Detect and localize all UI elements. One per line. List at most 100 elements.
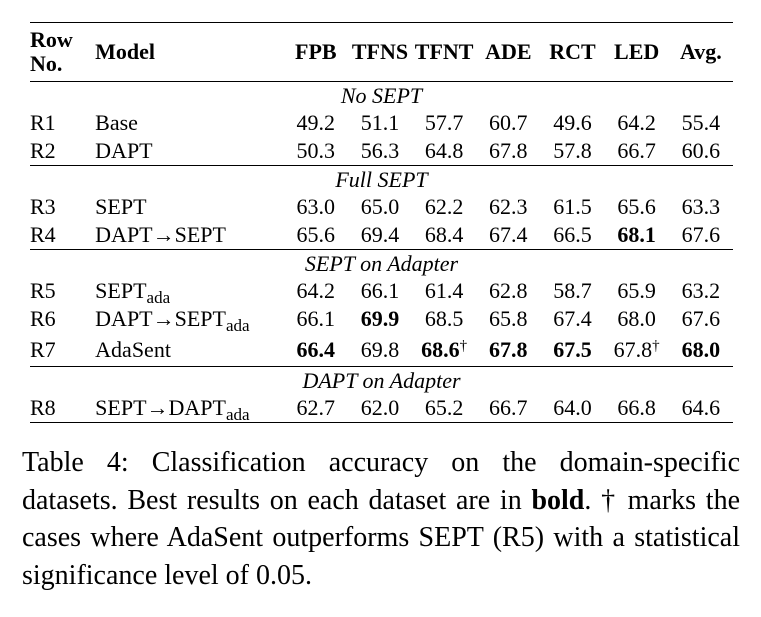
score-cell: 62.7 — [283, 394, 348, 423]
table-row: R6 DAPT→SEPTada 66.1 69.9 68.5 65.8 67.4 68.0 67… — [30, 305, 733, 335]
model-name: SEPT — [95, 278, 147, 303]
model-name-cell: AdaSent — [95, 333, 284, 367]
header-row-no: Row No. — [30, 22, 96, 82]
score-value: 64.6 — [681, 395, 721, 420]
score-cell: 68.5 — [412, 305, 476, 333]
score-cell: 57.8 — [540, 137, 604, 166]
score-cell: 65.9 — [605, 277, 669, 305]
score-value: 62.8 — [489, 278, 528, 303]
score-value: 68.0 — [681, 336, 721, 362]
score-cell: 68.1 — [605, 221, 669, 250]
score-cell: 58.7 — [540, 277, 604, 305]
caption-text: . † marks the cases where AdaSent outper… — [22, 484, 740, 591]
score-value: 68.4 — [424, 222, 464, 247]
model-name: SEPT — [95, 194, 147, 219]
score-cell: 49.2 — [284, 109, 348, 137]
table-row: R7 AdaSent 66.4 69.8 68.6† 67.8 67.5 67.8† 68.0 — [30, 333, 733, 367]
score-value: 51.1 — [360, 110, 400, 135]
header-model: Model — [95, 22, 284, 82]
score-value: 68.5 — [424, 306, 464, 331]
table-body: No SEPT R1 Base 49.2 51.1 57.7 60.7 49.6 64.2 55.… — [30, 81, 733, 423]
section-header-row: SEPT on Adapter — [30, 249, 733, 277]
score-value: 66.1 — [360, 278, 400, 303]
score-cell: 68.6† — [412, 333, 476, 367]
score-value: 68.0 — [617, 306, 656, 331]
score-cell: 51.1 — [348, 109, 412, 137]
score-cell: 63.3 — [669, 193, 733, 221]
score-value: 68.6 — [421, 336, 460, 362]
table-header-row: Row No. Model FPB TFNS TFNT ADE RCT LED A… — [30, 22, 733, 82]
score-value: 49.6 — [553, 110, 592, 135]
score-value: 49.2 — [296, 110, 336, 135]
score-cell: 65.8 — [476, 305, 540, 333]
model-name-cell: Base — [95, 109, 284, 137]
score-cell: 62.3 — [476, 193, 540, 221]
header-dataset: TFNS — [347, 22, 413, 82]
score-value: 65.2 — [424, 395, 464, 420]
section-title: DAPT on Adapter — [30, 366, 733, 394]
score-value: 68.1 — [617, 222, 656, 247]
score-value: 66.1 — [296, 306, 336, 331]
row-id-cell: R6 — [30, 306, 56, 331]
score-value: 60.6 — [681, 138, 721, 163]
caption-text: Table 4: Classification accuracy on the … — [22, 447, 740, 516]
score-cell: 56.3 — [348, 137, 412, 166]
score-value: 65.9 — [617, 278, 656, 303]
score-value: 66.5 — [553, 222, 592, 247]
score-cell: 65.6 — [605, 193, 669, 221]
score-value: 67.8 — [489, 138, 528, 163]
score-cell: 66.4 — [284, 333, 348, 367]
score-cell: 67.4 — [476, 221, 540, 250]
score-value: 63.0 — [296, 194, 336, 219]
score-cell: 60.7 — [476, 109, 540, 137]
score-value: 55.4 — [681, 110, 721, 135]
score-value: 66.7 — [489, 395, 528, 420]
model-name-cell: DAPT — [95, 137, 284, 166]
score-cell: 67.8 — [476, 333, 540, 367]
model-name-cell: SEPT — [95, 193, 284, 221]
score-value: 62.0 — [360, 395, 400, 420]
score-cell: 65.6 — [284, 221, 348, 250]
score-cell: 68.0 — [669, 333, 733, 367]
score-value: 66.4 — [296, 336, 336, 362]
score-value: 65.8 — [489, 306, 528, 331]
score-cell: 68.4 — [412, 221, 476, 250]
score-cell: 69.4 — [348, 221, 412, 250]
score-value: 63.3 — [681, 194, 721, 219]
table-row: R3 SEPT 63.0 65.0 62.2 62.3 61.5 65.6 63.3 — [30, 193, 733, 221]
score-cell: 55.4 — [669, 109, 733, 137]
score-cell: 66.1 — [348, 277, 412, 305]
table-row: R2 DAPT 50.3 56.3 64.8 67.8 57.8 66.7 60.6 — [30, 137, 733, 166]
score-cell: 66.5 — [540, 221, 604, 250]
score-cell: 67.8 — [476, 137, 540, 166]
score-cell: 68.0 — [605, 305, 669, 333]
score-cell: 61.4 — [412, 277, 476, 305]
table-row: R5 SEPTada 64.2 66.1 61.4 62.8 58.7 65.9 63.2 — [30, 277, 733, 307]
row-id-cell: R2 — [30, 138, 56, 163]
caption-bold-word: bold — [531, 484, 585, 516]
row-id-cell: R1 — [30, 110, 56, 135]
score-value: 69.4 — [360, 222, 400, 247]
model-name: SEPT→DAPT — [95, 395, 226, 420]
score-value: 56.3 — [360, 138, 400, 163]
model-name: DAPT — [95, 138, 153, 163]
table-row: R1 Base 49.2 51.1 57.7 60.7 49.6 64.2 55.4 — [30, 109, 733, 137]
score-value: 65.6 — [617, 194, 656, 219]
score-value: 61.5 — [553, 194, 592, 219]
model-name: Base — [95, 110, 138, 135]
row-id-cell: R8 — [30, 394, 96, 423]
score-cell: 64.2 — [605, 109, 669, 137]
score-cell: 65.2 — [412, 394, 477, 423]
section-title: SEPT on Adapter — [30, 249, 733, 277]
section-title: No SEPT — [30, 81, 733, 109]
score-cell: 69.8 — [348, 333, 412, 367]
score-cell: 63.2 — [669, 277, 733, 305]
section-header-row: Full SEPT — [30, 165, 733, 193]
row-id-cell: R7 — [30, 336, 56, 362]
score-value: 69.8 — [360, 336, 400, 362]
score-value: 67.6 — [681, 222, 721, 247]
section-header-row: DAPT on Adapter — [30, 366, 733, 394]
score-cell: 65.0 — [348, 193, 412, 221]
score-value: 63.2 — [681, 278, 721, 303]
score-value: 62.2 — [424, 194, 464, 219]
